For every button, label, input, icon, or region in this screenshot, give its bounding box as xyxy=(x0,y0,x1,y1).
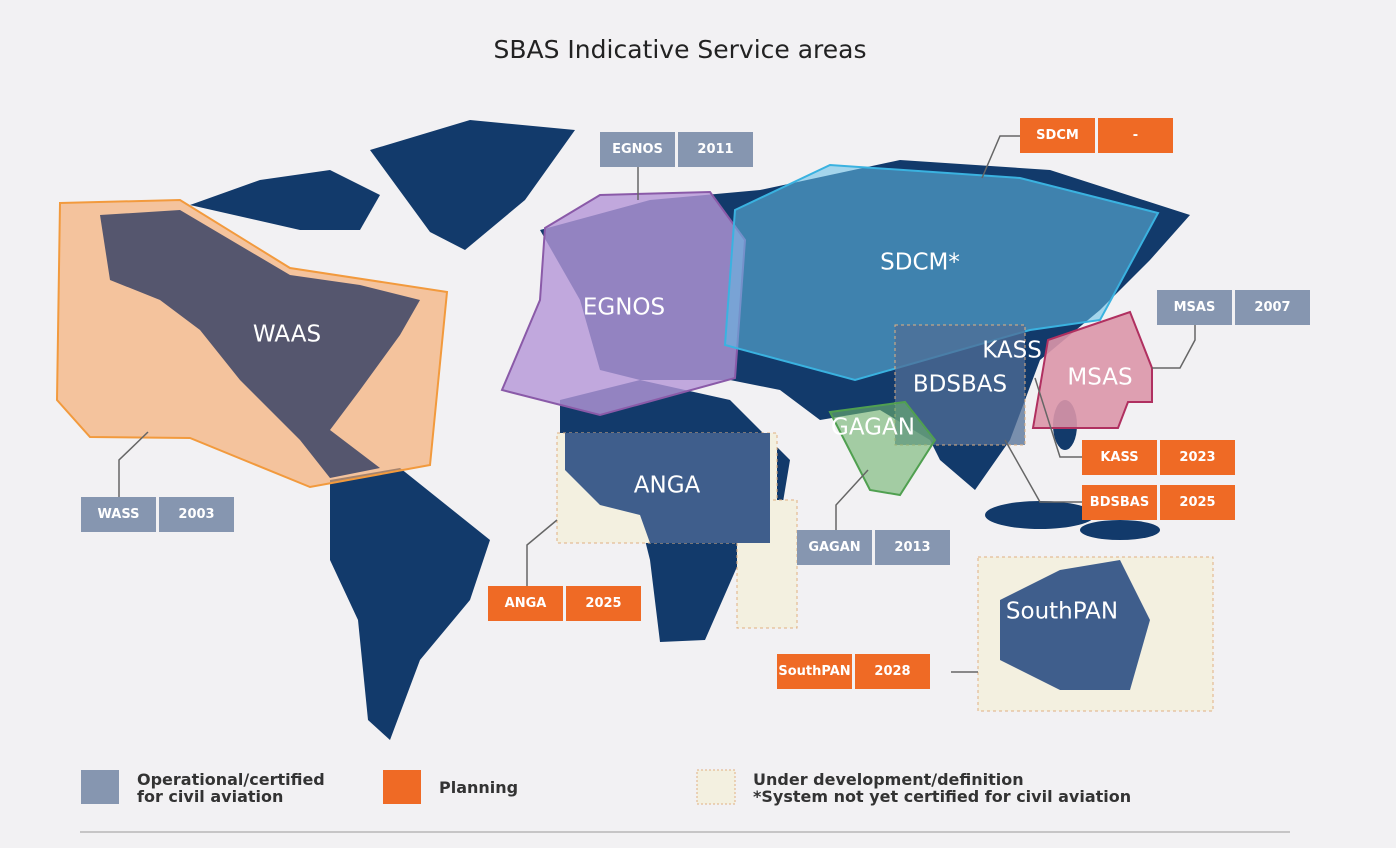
legend-label: Operational/certified xyxy=(137,770,325,789)
region-label: GAGAN xyxy=(831,415,915,441)
callout-year: - xyxy=(1133,128,1138,143)
callout-name: SouthPAN xyxy=(778,664,850,679)
callout-year: 2025 xyxy=(585,596,621,611)
region-label: MSAS xyxy=(1067,365,1132,391)
callout-year: 2013 xyxy=(894,540,930,555)
leader-lines xyxy=(118,135,1196,673)
callout-year-box xyxy=(1098,118,1173,153)
region-label: BDSBAS xyxy=(913,372,1007,398)
callout-name: KASS xyxy=(1100,450,1138,465)
callout-year: 2025 xyxy=(1179,495,1215,510)
callout-year: 2023 xyxy=(1179,450,1215,465)
callout-name-box xyxy=(81,497,156,532)
region-label: KASS xyxy=(982,338,1042,364)
callout-year: 2011 xyxy=(697,142,733,157)
region-label: EGNOS xyxy=(583,295,665,321)
callout-name-box xyxy=(488,586,563,621)
callout-name: GAGAN xyxy=(808,540,860,555)
callout-year: 2028 xyxy=(874,664,910,679)
callout-year-box xyxy=(678,132,753,167)
callout-year-box xyxy=(875,530,950,565)
callout-name-box xyxy=(777,654,852,689)
callout-year-box xyxy=(1160,485,1235,520)
title: SBAS Indicative Service areas xyxy=(493,35,866,64)
callout-name-box xyxy=(1020,118,1095,153)
callout-year: 2007 xyxy=(1254,300,1290,315)
callout-name-box xyxy=(600,132,675,167)
callout-year-box xyxy=(1235,290,1310,325)
legend-swatch xyxy=(383,770,421,804)
region-label: SouthPAN xyxy=(1006,599,1118,625)
legend-swatch xyxy=(81,770,119,804)
callout-name-box xyxy=(1157,290,1232,325)
region-label: ANGA xyxy=(634,473,701,499)
callout-name-box xyxy=(1082,485,1157,520)
callout-year-box xyxy=(1160,440,1235,475)
service-areas xyxy=(55,163,1214,712)
region-label: WAAS xyxy=(253,322,321,348)
callout-name-box xyxy=(797,530,872,565)
callout-name: BDSBAS xyxy=(1090,495,1149,510)
legend-swatch xyxy=(696,769,736,805)
callout-year: 2003 xyxy=(178,507,214,522)
callout-name: WASS xyxy=(98,507,140,522)
callout-name-box xyxy=(1082,440,1157,475)
callout-year-box xyxy=(566,586,641,621)
legend-label: for civil aviation xyxy=(137,787,283,806)
callout-name: EGNOS xyxy=(612,142,663,157)
callout-name: ANGA xyxy=(505,596,547,611)
callout-year-box xyxy=(159,497,234,532)
callout-name: MSAS xyxy=(1174,300,1216,315)
legend-label: Planning xyxy=(439,778,518,797)
callout-name: SDCM xyxy=(1036,128,1079,143)
legend-label: *System not yet certified for civil avia… xyxy=(753,787,1131,806)
legend-label: Under development/definition xyxy=(753,770,1024,789)
region-label: SDCM* xyxy=(880,250,960,276)
callout-year-box xyxy=(855,654,930,689)
